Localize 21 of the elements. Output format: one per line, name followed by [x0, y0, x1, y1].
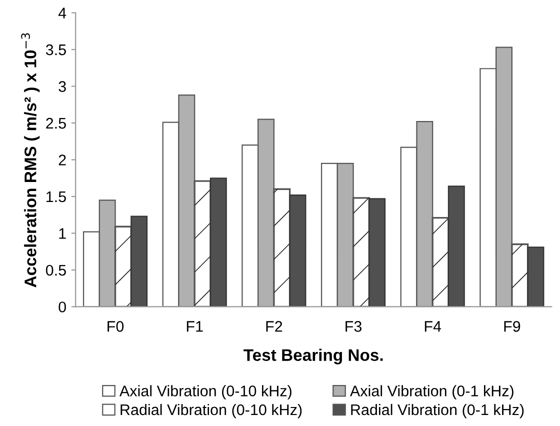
x-tick-label: F3: [346, 321, 362, 332]
y-tick-label: 2.5: [46, 118, 66, 129]
x-tick-label: F2: [266, 321, 282, 332]
y-tick-label: 3.5: [46, 44, 66, 56]
legend-label: Radial Vibration (0-1 kHz): [351, 404, 524, 418]
y-tick-label: 0.5: [46, 264, 66, 276]
legend-label: Radial Vibration (0-10 kHz): [120, 404, 302, 418]
y-tick-label: 1.5: [46, 192, 66, 202]
x-axis-title: Test Bearing Nos.: [244, 348, 383, 364]
y-tick-label: 1: [59, 228, 66, 239]
x-tick-label: F9: [504, 321, 520, 332]
y-tick-label: 3: [58, 81, 66, 92]
y-tick-label: 0: [58, 302, 66, 312]
legend-label: Axial Vibration (0-10 kHz): [119, 385, 292, 400]
y-axis-title: Acceleration RMS ( m/s² ) x 10$^{−3}$: [21, 33, 40, 288]
x-tick-label: F4: [424, 321, 442, 332]
legend-label: Axial Vibration (0-1 kHz): [350, 385, 514, 400]
x-tick-label: F0: [108, 321, 124, 332]
y-tick-label: 4: [58, 8, 66, 18]
x-tick-label: F1: [186, 321, 203, 332]
y-tick-label: 2: [58, 154, 66, 166]
